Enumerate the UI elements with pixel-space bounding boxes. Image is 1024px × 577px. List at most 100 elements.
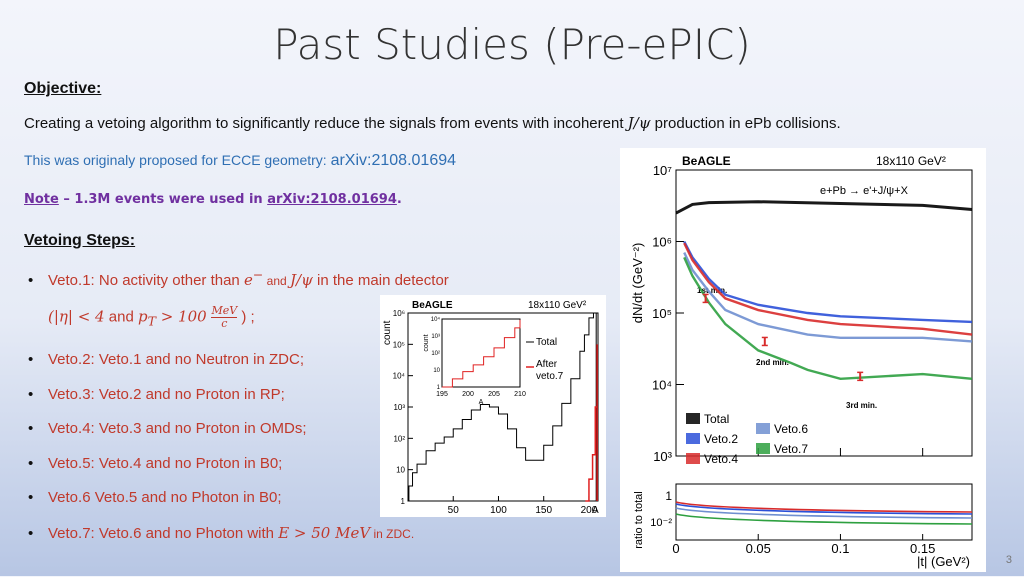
legend-after: After — [536, 359, 558, 370]
pt-subscript: T — [147, 313, 156, 329]
y-tick-label: 10⁷ — [653, 163, 672, 178]
condition-and: and — [104, 308, 138, 326]
note-arxiv-link[interactable]: arXiv:2108.01694 — [267, 192, 397, 207]
legend-label-total: Total — [704, 412, 729, 426]
inset-veto7-series — [442, 319, 521, 388]
note-line: Note – 1.3M events were used in arXiv:21… — [24, 192, 402, 207]
legend-total: Total — [536, 337, 557, 348]
plot2-process: e+Pb → e'+J/ψ+X — [820, 185, 909, 197]
eta-condition: (|η| < 4 — [48, 307, 105, 326]
legend-label-veto2: Veto.2 — [704, 432, 738, 446]
x-tick-label: 200 — [581, 505, 598, 516]
note-text: – 1.3M events were used in — [58, 192, 268, 207]
series-veto-7 — [683, 256, 973, 381]
ratio-y-tick-label: 1 — [665, 489, 672, 503]
step-7-math: E > 50 MeV — [278, 524, 371, 542]
inset-x-tick-label: 210 — [514, 391, 526, 398]
plot1-xlabel: A — [592, 505, 599, 516]
steps-heading: Vetoing Steps: — [24, 232, 136, 249]
slide-title: Past Studies (Pre-ePIC) — [273, 20, 751, 69]
mev-per-c-fraction: MeV c — [211, 305, 238, 330]
proposal-line: This was originaly proposed for ECCE geo… — [24, 152, 456, 170]
note-word: Note — [24, 192, 59, 207]
y-tick-label: 10³ — [393, 403, 405, 412]
y-tick-label: 10⁴ — [652, 378, 672, 393]
inset-y-tick-label: 10² — [431, 351, 440, 357]
x-tick-label: 100 — [490, 505, 507, 516]
y-tick-label: 10⁵ — [393, 340, 405, 349]
frac-denominator: c — [211, 317, 238, 330]
series-after-veto-7 — [585, 344, 598, 502]
bullet: • — [28, 489, 34, 506]
step-7: • Veto.7: Veto.6 and no Photon with E > 5… — [28, 524, 414, 542]
step-4: • Veto.4: Veto.3 and no Proton in OMDs; — [28, 420, 307, 437]
page-number: 3 — [1005, 554, 1012, 566]
bullet: • — [28, 272, 34, 289]
y-tick-label: 10⁶ — [393, 309, 405, 318]
plot2-xlabel: |t| (GeV²) — [917, 554, 970, 569]
step-1: • Veto.1: No activity other than e− and J… — [28, 267, 449, 289]
y-tick-label: 10³ — [653, 449, 672, 464]
dndt-svg: BeAGLE 18x110 GeV² e+Pb → e'+J/ψ+X dN/dt… — [630, 154, 973, 569]
legend-swatch-veto6 — [756, 423, 770, 434]
mass-number-histogram: BeAGLE 18x110 GeV² count A Total After v… — [380, 295, 606, 517]
inset-ylabel: count — [423, 334, 430, 351]
step-6: • Veto.6 Veto.5 and no Photon in B0; — [28, 489, 282, 506]
legend-swatch-total — [686, 413, 700, 424]
inset-y-tick-label: 1 — [437, 385, 441, 391]
step-7-text-b: in ZDC. — [370, 527, 415, 541]
ratio-y-tick-label: 10⁻² — [650, 517, 672, 529]
inset-y-tick-label: 10 — [433, 368, 440, 374]
annotation-1st-min: 1st min. — [697, 286, 727, 295]
annotation-2nd-min: 2nd min. — [756, 358, 789, 367]
x-tick-label: 0.1 — [831, 541, 849, 556]
step-1-condition: (|η| < 4 and pT > 100 MeV c ) ; — [48, 305, 255, 330]
objective-text-b: production in ePb collisions. — [650, 115, 841, 132]
step-1-and: and — [263, 274, 291, 288]
step-3: • Veto.3: Veto.2 and no Proton in RP; — [28, 386, 285, 403]
legend-swatch-veto2 — [686, 433, 700, 444]
bullet: • — [28, 351, 34, 368]
series-total — [408, 312, 597, 501]
step-5-text: Veto.5: Veto.4 and no Proton in B0; — [48, 455, 283, 472]
plot1-header-left: BeAGLE — [412, 300, 453, 311]
note-end: . — [396, 192, 402, 207]
objective-text: Creating a vetoing algorithm to signific… — [24, 114, 841, 132]
series-total — [675, 200, 973, 215]
x-tick-label: 0 — [672, 541, 679, 556]
step-1-jpsi: J/ψ — [290, 271, 313, 289]
plot1-header-right: 18x110 GeV² — [528, 300, 587, 311]
series-veto-6 — [683, 252, 973, 343]
x-tick-label: 0.15 — [910, 541, 935, 556]
y-tick-label: 10⁶ — [652, 235, 672, 250]
plot2-ylabel: dN/dt (GeV⁻²) — [630, 243, 645, 324]
bullet: • — [28, 525, 34, 542]
inset-x-tick-label: 195 — [436, 391, 448, 398]
inset-y-tick-label: 10³ — [431, 334, 440, 340]
series-veto-4 — [683, 242, 973, 336]
bullet: • — [28, 420, 34, 437]
legend-veto7: veto.7 — [536, 371, 564, 382]
legend-label-veto7: Veto.7 — [774, 442, 808, 456]
y-tick-label: 1 — [401, 497, 406, 506]
objective-heading: Objective: — [24, 80, 102, 97]
step-2: • Veto.2: Veto.1 and no Neutron in ZDC; — [28, 351, 304, 368]
plot1-ylabel: count — [382, 320, 393, 345]
x-tick-label: 150 — [535, 505, 552, 516]
y-tick-label: 10⁴ — [393, 372, 406, 381]
proposal-text: This was originaly proposed for ECCE geo… — [24, 152, 331, 168]
proposal-arxiv-link[interactable]: arXiv:2108.01694 — [330, 152, 457, 169]
series-veto-2 — [683, 240, 973, 324]
ratio-line — [675, 513, 973, 525]
dndt-plot: BeAGLE 18x110 GeV² e+Pb → e'+J/ψ+X dN/dt… — [620, 148, 986, 572]
step-3-text: Veto.3: Veto.2 and no Proton in RP; — [48, 386, 285, 403]
step-6-text: Veto.6 Veto.5 and no Photon in B0; — [48, 489, 282, 506]
bullet: • — [28, 455, 34, 472]
objective-math: J/ψ — [627, 114, 651, 132]
step-1-minus: − — [252, 267, 264, 282]
legend-swatch-veto7 — [756, 443, 770, 454]
legend-label-veto6: Veto.6 — [774, 422, 808, 436]
ratio-line — [675, 501, 973, 513]
inset-y-tick-label: 10⁴ — [431, 316, 441, 323]
plot2-header-right: 18x110 GeV² — [876, 154, 946, 168]
